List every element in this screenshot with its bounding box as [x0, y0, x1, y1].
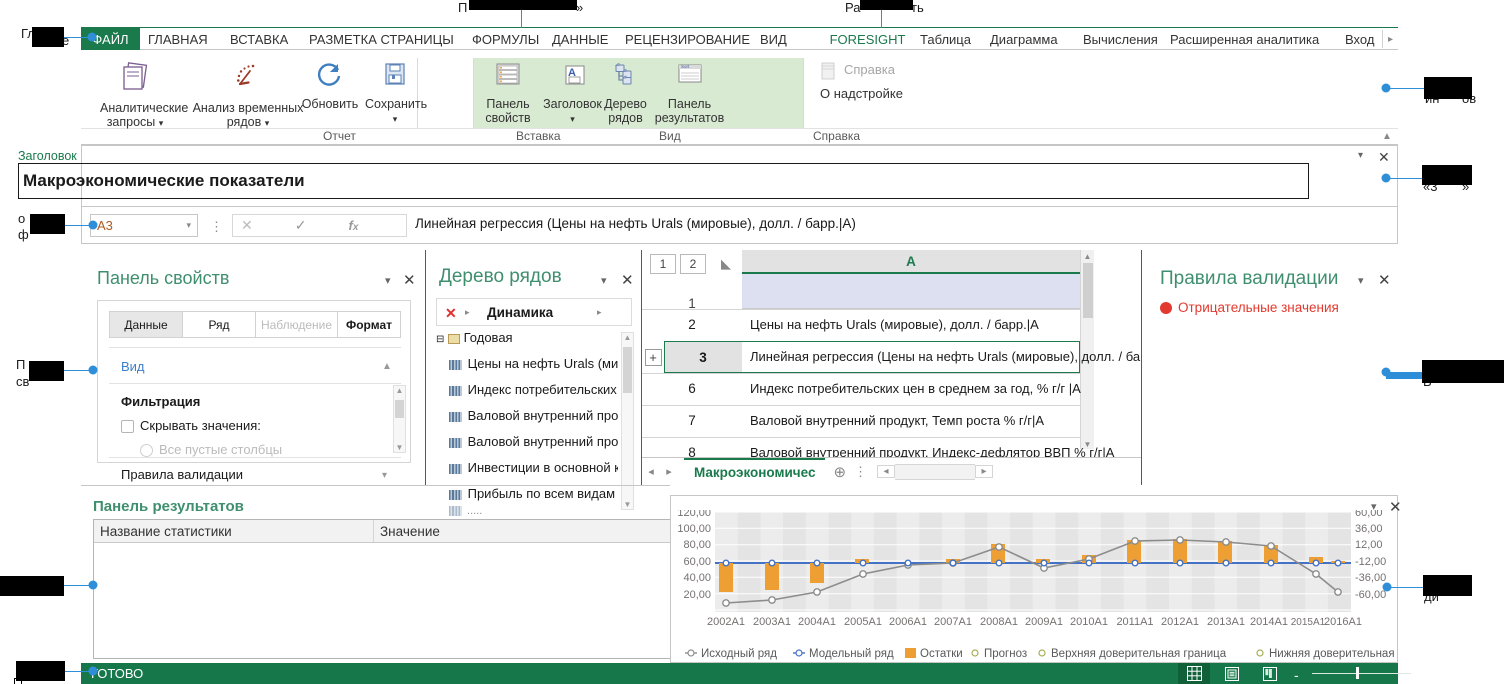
svg-text:Верхняя доверительная граница: Верхняя доверительная граница [1051, 648, 1227, 660]
svg-text:2007A1: 2007A1 [934, 616, 972, 628]
svg-text:Нижняя доверительная граница: Нижняя доверительная граница [1269, 648, 1395, 660]
svg-text:2010A1: 2010A1 [1070, 616, 1108, 628]
svg-text:60,00: 60,00 [683, 556, 711, 568]
svg-text:Sort: Sort [681, 64, 690, 69]
svg-text:2012A1: 2012A1 [1161, 616, 1199, 628]
svg-text:-60,00: -60,00 [1355, 589, 1386, 601]
svg-text:2013A1: 2013A1 [1207, 616, 1245, 628]
svg-text:-36,00: -36,00 [1355, 572, 1386, 584]
svg-text:-12,00: -12,00 [1355, 556, 1386, 568]
svg-text:40,00: 40,00 [683, 572, 711, 584]
svg-text:2014A1: 2014A1 [1250, 616, 1288, 628]
svg-text:2016A1: 2016A1 [1324, 616, 1362, 628]
svg-text:Исходный ряд: Исходный ряд [701, 648, 777, 660]
svg-text:Модельный ряд: Модельный ряд [809, 648, 894, 660]
svg-text:2002A1: 2002A1 [707, 616, 745, 628]
svg-text:Прогноз: Прогноз [984, 648, 1027, 660]
svg-text:2003A1: 2003A1 [753, 616, 791, 628]
svg-text:12,00: 12,00 [1355, 539, 1383, 551]
svg-text:Остатки: Остатки [920, 648, 963, 660]
svg-text:80,00: 80,00 [683, 539, 711, 551]
svg-text:2006A1: 2006A1 [889, 616, 927, 628]
svg-text:2004A1: 2004A1 [798, 616, 836, 628]
svg-text:60,00: 60,00 [1355, 510, 1383, 519]
svg-text:20,00: 20,00 [683, 589, 711, 601]
svg-text:100,00: 100,00 [677, 523, 711, 535]
svg-text:2008A1: 2008A1 [980, 616, 1018, 628]
svg-text:120,00: 120,00 [677, 510, 711, 519]
svg-text:36,00: 36,00 [1355, 523, 1383, 535]
svg-text:2011A1: 2011A1 [1116, 616, 1153, 628]
svg-text:2005A1: 2005A1 [844, 616, 882, 628]
svg-text:2015A1: 2015A1 [1291, 617, 1326, 628]
svg-text:2009A1: 2009A1 [1025, 616, 1063, 628]
